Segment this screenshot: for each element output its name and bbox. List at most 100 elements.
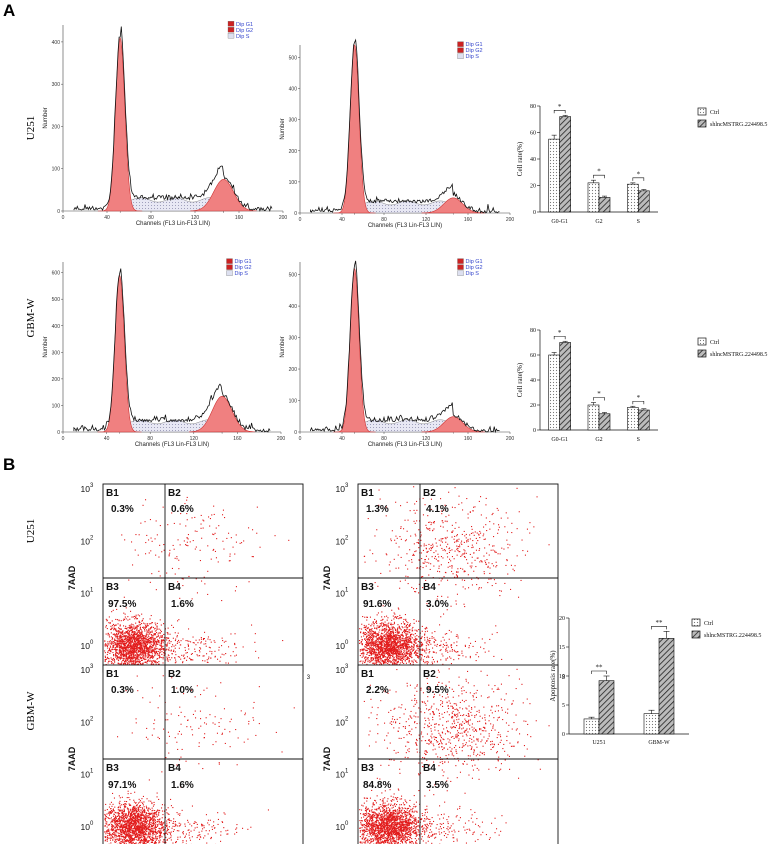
category-label: G0-G1 [551, 437, 568, 443]
y-tick-label: 20 [530, 184, 536, 190]
row-label-u251-b: U251 [25, 519, 37, 543]
flow-plot-gbm-sh: 100100101101102102103103Annexin V-PE7AAD… [322, 664, 559, 844]
y-tick-label: 400 [52, 324, 61, 330]
quadrant-percent-b1: 0.3% [111, 504, 134, 515]
panel-a-label: A [3, 1, 15, 20]
bar-ctrl [587, 404, 600, 431]
bar-shlnc [598, 197, 611, 213]
y-tick-label: 200 [289, 149, 298, 155]
quadrant-percent-b2: 4.1% [426, 504, 449, 515]
quadrant-name-b3: B3 [361, 582, 374, 593]
quadrant-name-b4: B4 [168, 582, 181, 593]
quadrant-name-b2: B2 [168, 488, 181, 499]
x-tick-label: 40 [104, 215, 110, 221]
y-axis-title: Cell rate(%) [516, 141, 524, 176]
category-label: S [637, 437, 640, 443]
y-tick-label: 10 [559, 674, 565, 680]
y-axis-title: Number [280, 336, 286, 357]
y-tick-label: 500 [52, 297, 61, 303]
legend-swatch [457, 47, 464, 53]
bar-ctrl [627, 407, 639, 431]
flow-plot-gbm-ctrl: 100100101101102102103103Annexin V-PE7AAD… [67, 664, 304, 844]
x-tick-exponent: 3 [307, 675, 311, 681]
y-tick-label: 80 [530, 104, 536, 110]
g2-peak [421, 197, 485, 214]
y-tick-base: 10 [336, 641, 346, 651]
y-tick-label: 200 [52, 124, 61, 130]
x-axis-title: Channels (FL3 Lin-FL3 LIN) [135, 442, 209, 448]
y-tick-label: 200 [52, 377, 61, 383]
apoptosis-bar-chart: 0 5 10 15 20 Apoptosis rate(%) U251 ** GBM-W ** Ct… [549, 616, 761, 746]
y-tick-base: 10 [81, 589, 91, 599]
y-tick-base: 10 [336, 589, 346, 599]
y-tick-base: 10 [81, 536, 91, 546]
quadrant-percent-b2: 1.0% [171, 685, 194, 696]
y-tick-exponent: 1 [90, 769, 94, 775]
g1-peak [97, 274, 142, 433]
x-tick-label: 120 [191, 215, 200, 221]
quadrant-percent-b1: 1.3% [366, 504, 389, 515]
y-tick-exponent: 1 [345, 769, 349, 775]
legend-label-shlnc: shlncMSTRG.224498.5 [704, 633, 761, 639]
y-tick-base: 10 [81, 770, 91, 780]
bar-chart-apoptosis: 0 5 10 15 20 Apoptosis rate(%) U251 ** GBM-W ** Ct… [549, 616, 761, 746]
legend-swatch [226, 270, 233, 276]
y-tick-label: 500 [289, 55, 298, 61]
y-tick-base: 10 [336, 822, 346, 832]
legend-label: Dip S [466, 271, 480, 277]
y-tick-label: 0 [533, 428, 536, 434]
quadrant-percent-b3: 84.8% [363, 780, 391, 791]
y-tick-label: 20 [559, 616, 565, 622]
y-axis-title: 7AAD [322, 746, 332, 771]
legend-label: Dip G1 [466, 259, 483, 265]
y-tick-base: 10 [81, 641, 91, 651]
quadrant-percent-b3: 97.5% [108, 599, 136, 610]
g2-peak [190, 179, 257, 212]
x-tick-label: 80 [147, 436, 153, 442]
x-tick-exponent: 3 [562, 675, 566, 681]
y-tick-label: 15 [559, 645, 565, 651]
legend-label: Dip G1 [236, 22, 253, 28]
x-tick-label: 200 [277, 436, 286, 442]
quadrant-name-b4: B4 [423, 763, 436, 774]
y-tick-base: 10 [336, 536, 346, 546]
category-label: G2 [595, 219, 602, 225]
category-label: GBM-W [648, 740, 670, 746]
x-tick-label: 160 [464, 217, 473, 223]
y-axis-title: Number [43, 336, 49, 357]
scatter-dots [359, 486, 550, 672]
quadrant-percent-b2: 0.6% [171, 504, 194, 515]
y-tick-exponent: 2 [345, 716, 349, 722]
legend-swatch [226, 258, 233, 264]
x-tick-label: 160 [464, 436, 473, 442]
x-tick-label: 120 [422, 217, 431, 223]
legend-swatch-shlnc [697, 349, 707, 358]
y-tick-label: 600 [52, 271, 61, 277]
y-axis-title: Number [43, 107, 49, 128]
significance-mark: ** [656, 619, 664, 627]
y-tick-label: 0 [294, 430, 297, 436]
bar-ctrl [643, 713, 660, 735]
bar-shlnc [658, 637, 675, 735]
x-tick-label: 200 [506, 436, 515, 442]
bar-chart-cellcycle-u251: 0 20 40 60 80 Cell rate(%) G0-G1 * G2 * S * Ctrl shln… [516, 103, 767, 225]
x-tick-label: 0 [62, 215, 65, 221]
category-label: U251 [592, 740, 605, 746]
quadrant-name-b3: B3 [361, 763, 374, 774]
legend-swatch [457, 264, 464, 270]
quadrant-name-b1: B1 [361, 669, 374, 680]
g1-peak [333, 268, 376, 433]
y-tick-exponent: 0 [90, 640, 94, 646]
x-tick-label: 80 [381, 217, 387, 223]
annexin-flow-plots: 100100101101102102103103Annexin V-PE7AAD… [67, 483, 566, 844]
g2-peak [189, 395, 255, 433]
legend-label: Dip G1 [466, 42, 483, 48]
y-tick-base: 10 [81, 665, 91, 675]
x-tick-label: 160 [233, 436, 242, 442]
legend-label: Dip G2 [466, 48, 483, 54]
category-label: G0-G1 [551, 219, 568, 225]
y-tick-label: 400 [289, 304, 298, 310]
y-tick-exponent: 3 [90, 483, 94, 489]
x-tick-label: 0 [62, 436, 65, 442]
